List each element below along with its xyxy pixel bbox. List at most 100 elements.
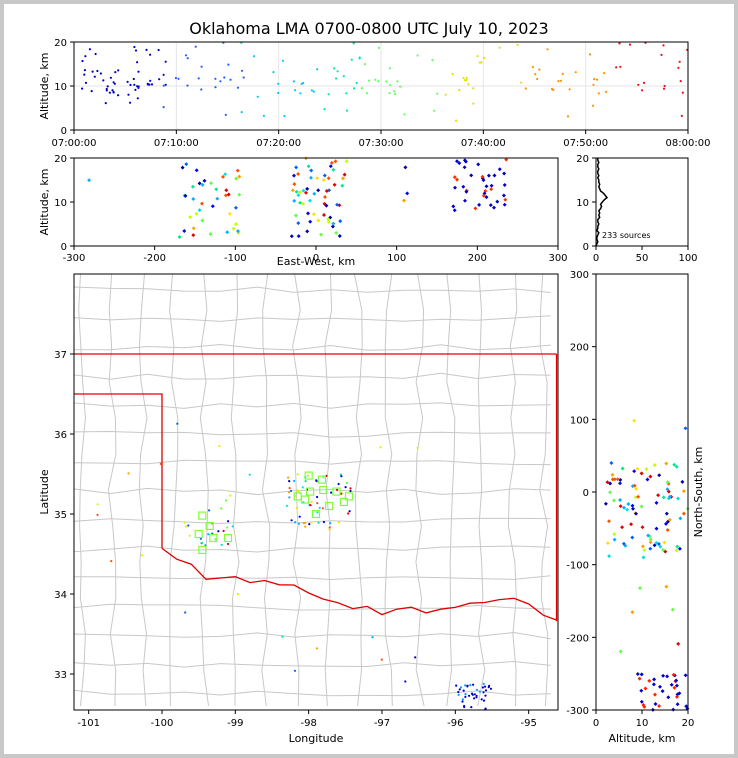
time-source-point: [129, 101, 132, 104]
time-source-point: [223, 76, 226, 79]
eastwest-source-point: [296, 234, 301, 239]
time-source-point: [214, 77, 217, 80]
map-source-point: [478, 690, 481, 693]
eastwest-source-point: [290, 188, 295, 193]
map-source-point: [345, 481, 348, 485]
longitude-tick-label: -101: [77, 718, 100, 729]
time-source-point: [557, 80, 560, 83]
map-source-point: [141, 554, 144, 557]
eastwest-source-point: [224, 188, 229, 193]
county-boundary: [73, 689, 551, 697]
northsouth-source-point: [675, 694, 679, 699]
eastwest-source-point: [462, 165, 467, 170]
map-source-point: [484, 689, 488, 692]
map-source-point: [349, 489, 352, 493]
time-source-point: [292, 80, 295, 83]
chart-title: Oklahoma LMA 0700-0800 UTC July 10, 2023: [189, 19, 548, 38]
time-source-point: [561, 72, 564, 76]
time-source-point: [310, 89, 313, 92]
eastwest-source-point: [202, 178, 207, 183]
time-source-point: [593, 78, 596, 81]
altitude-tick-label: 20: [54, 154, 67, 165]
lma-station-marker: [198, 545, 207, 555]
map-source-point: [222, 529, 225, 533]
eastwest-source-point: [194, 211, 199, 216]
map-source-point: [322, 520, 325, 524]
eastwest-source-point: [292, 182, 297, 187]
county-boundary: [138, 273, 148, 707]
county-boundary: [73, 343, 551, 351]
eastwest-source-point: [316, 188, 321, 193]
northsouth-tick-label: -200: [566, 633, 589, 644]
time-source-point: [162, 84, 165, 87]
northsouth-source-point: [607, 554, 612, 559]
time-tick-label: 08:00:00: [666, 138, 711, 149]
time-source-point: [84, 81, 88, 84]
lma-station-marker: [317, 475, 326, 484]
altitude-tick-label: 20: [54, 38, 67, 49]
northsouth-source-point: [672, 685, 677, 690]
time-source-point: [342, 75, 345, 78]
time-source-point: [660, 53, 663, 57]
map-source-point: [338, 521, 341, 524]
county-boundary: [446, 273, 456, 707]
eastwest-source-point: [298, 200, 302, 205]
time-source-point: [117, 94, 120, 97]
map-source-point: [303, 521, 307, 525]
time-source-point: [158, 78, 161, 81]
time-source-point: [568, 88, 571, 91]
map-source-point: [310, 521, 313, 524]
time-source-point: [99, 72, 102, 75]
time-source-point: [436, 92, 439, 95]
eastwest-source-point: [309, 168, 314, 173]
northsouth-source-point: [658, 684, 662, 689]
lma-station-marker: [198, 511, 207, 520]
altitude-northsouth-panel: 0 10 20 -300 -200 -100 0 100 200 300 Altitude, km…: [566, 270, 705, 745]
eastwest-source-point: [223, 193, 228, 198]
time-source-point: [186, 57, 189, 60]
northsouth-tick-label: 300: [570, 270, 589, 281]
map-source-point: [329, 522, 332, 525]
northsouth-source-point: [664, 511, 669, 516]
lma-station-marker: [332, 487, 341, 496]
eastwest-source-point: [308, 219, 313, 224]
time-source-point: [262, 114, 265, 117]
lma-station-marker: [304, 471, 313, 480]
map-source-point: [207, 533, 210, 536]
ns-altitude-tick-label: 10: [636, 718, 649, 729]
northsouth-source-point: [647, 678, 652, 683]
map-source-point: [281, 635, 284, 638]
northsouth-source-point: [637, 676, 642, 681]
time-source-point: [90, 90, 93, 93]
time-source-point: [389, 84, 392, 87]
map-source-point: [304, 480, 307, 483]
ns-altitude-tick-label: 20: [682, 718, 695, 729]
eastwest-tick-label: 100: [387, 253, 406, 264]
northsouth-tick-label: 0: [583, 488, 589, 499]
county-boundary: [353, 273, 363, 707]
lma-station-marker: [194, 529, 203, 539]
map-source-point: [371, 636, 374, 639]
time-source-point: [184, 54, 188, 57]
map-source-point: [482, 691, 485, 694]
time-source-point: [637, 83, 640, 86]
time-source-point: [127, 93, 130, 96]
northsouth-source-point: [674, 464, 679, 469]
map-source-point: [248, 473, 251, 476]
map-source-point: [318, 506, 321, 509]
map-source-point: [220, 507, 223, 510]
time-source-point: [84, 55, 87, 58]
map-source-point: [176, 422, 179, 425]
time-source-point: [88, 48, 91, 51]
time-source-point: [444, 93, 447, 96]
county-boundary: [324, 273, 333, 707]
northsouth-source-point: [635, 672, 640, 676]
county-boundary: [73, 372, 551, 380]
northsouth-source-point: [665, 674, 670, 679]
lma-station-marker: [205, 521, 214, 531]
time-source-point: [277, 91, 280, 95]
time-source-point: [126, 80, 129, 83]
map-source-point: [214, 538, 217, 541]
northsouth-source-point: [642, 704, 647, 709]
time-source-point: [177, 77, 180, 80]
